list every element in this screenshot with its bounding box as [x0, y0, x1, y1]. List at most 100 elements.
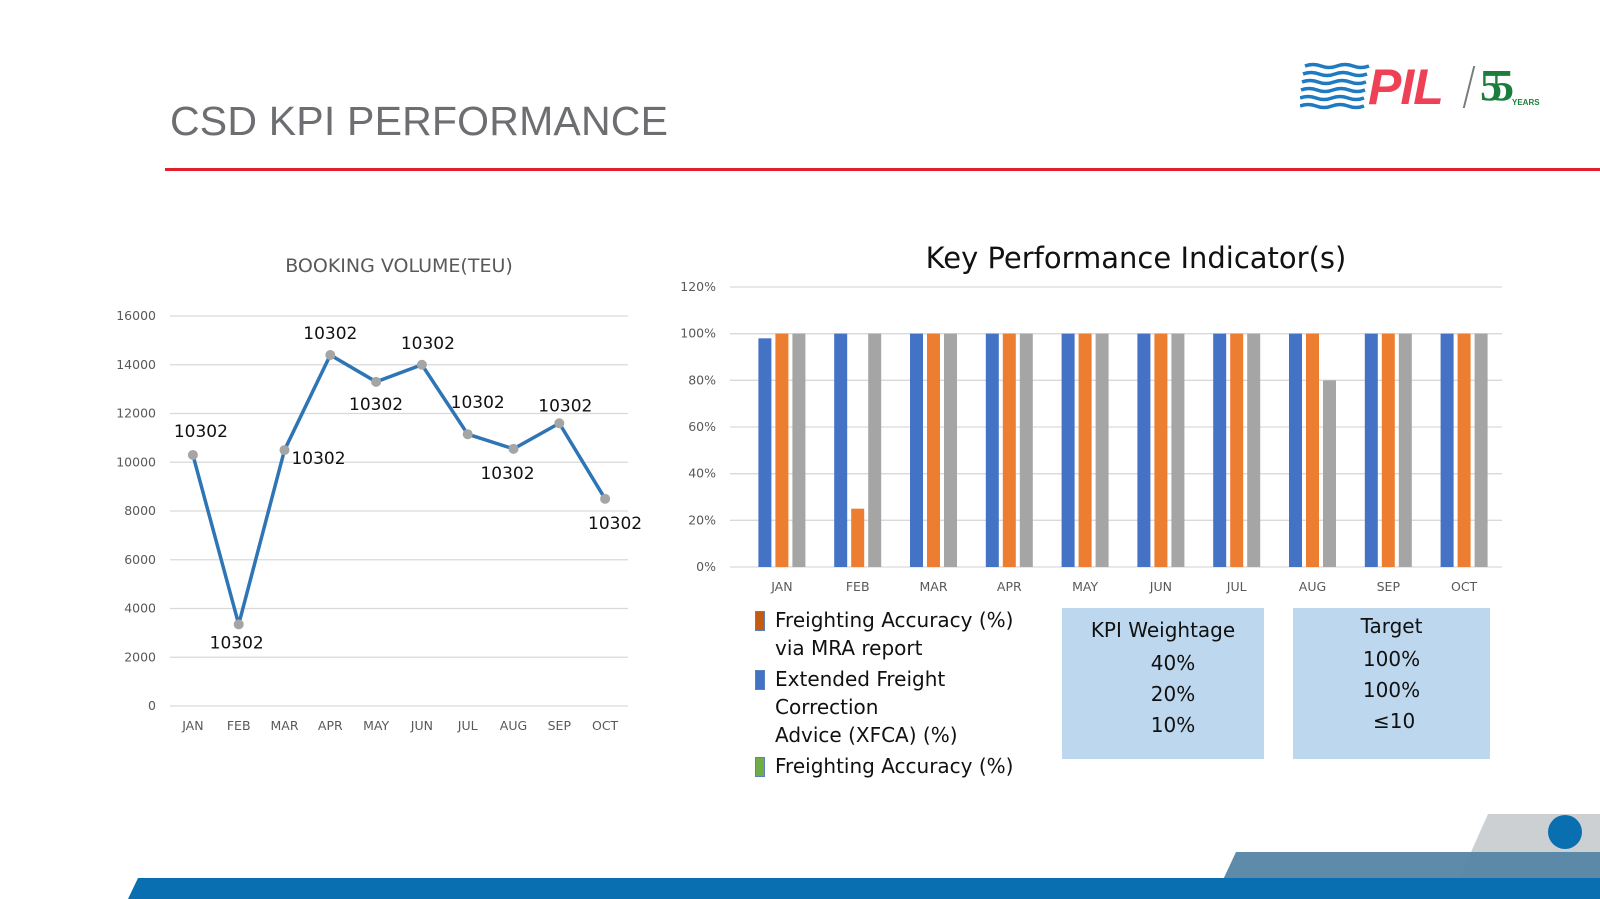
x-tick-label: JUN — [1149, 579, 1172, 594]
data-label: 10302 — [210, 633, 264, 653]
kpi-bar-chart: Key Performance Indicator(s) 0% 20% 40% 60% 8… — [680, 241, 1502, 594]
data-point — [187, 449, 198, 460]
data-label: 10302 — [451, 393, 505, 413]
target-title: Target — [1360, 614, 1423, 638]
bar — [1019, 333, 1033, 567]
anniversary-number: 55 — [1480, 61, 1514, 110]
bar — [985, 333, 999, 567]
x-tick-label: MAR — [919, 579, 947, 594]
y-tick-label: 2000 — [124, 649, 156, 664]
data-label: 10302 — [538, 396, 592, 416]
x-tick-label: APR — [997, 579, 1022, 594]
anniversary-label: YEARS — [1512, 98, 1540, 107]
data-point — [554, 418, 565, 429]
bar — [1002, 333, 1016, 567]
legend-label: Freighting Accuracy (%) — [775, 754, 1014, 778]
bar — [1213, 333, 1227, 567]
title-divider — [165, 168, 1600, 171]
bar — [944, 333, 957, 567]
x-tick-label: OCT — [592, 718, 619, 733]
chart-title: BOOKING VOLUME(TEU) — [285, 255, 513, 277]
bar — [1457, 333, 1471, 567]
bar — [758, 338, 772, 567]
bar — [851, 508, 865, 567]
data-point — [233, 619, 244, 630]
bar — [1154, 333, 1168, 567]
data-point — [508, 443, 519, 454]
legend-label: Extended Freight Correction — [775, 667, 946, 719]
data-point — [371, 376, 382, 387]
data-point — [279, 445, 290, 456]
bar — [868, 333, 882, 567]
legend-swatch-xfca — [755, 670, 765, 690]
booking-volume-chart: BOOKING VOLUME(TEU) 0 2000 4000 6000 8000 1000… — [116, 255, 642, 733]
slide-indicator-dot — [1548, 815, 1582, 849]
page-title: CSD KPI PERFORMANCE — [170, 98, 669, 144]
bar — [1440, 333, 1454, 567]
pil-logo: PIL 55 YEARS — [1299, 59, 1540, 115]
legend-label-cont: via MRA report — [775, 636, 923, 660]
legend-item: Freighting Accuracy (%) via MRA report — [755, 606, 1055, 662]
brand-name: PIL — [1368, 59, 1444, 115]
x-tick-label: APR — [318, 718, 343, 733]
x-tick-label: JAN — [181, 718, 203, 733]
legend-item: Freighting Accuracy (%) — [755, 752, 1055, 780]
target-value: 100% — [1362, 647, 1421, 671]
data-label: 10302 — [291, 449, 345, 469]
data-label: 10302 — [401, 334, 455, 354]
bar — [927, 333, 940, 567]
x-tick-label: AUG — [500, 718, 527, 733]
x-tick-label: SEP — [1377, 579, 1401, 594]
y-tick-label: 12000 — [116, 406, 156, 421]
y-tick-label: 60% — [688, 419, 716, 434]
y-tick-label: 16000 — [116, 308, 156, 323]
y-tick-label: 80% — [688, 372, 716, 387]
data-point — [600, 493, 611, 504]
bar — [1171, 333, 1185, 567]
kpi-legend: Freighting Accuracy (%) via MRA report E… — [755, 606, 1055, 783]
bar — [1230, 333, 1244, 567]
bar — [910, 333, 923, 567]
target-box: Target 100% 100% ≤10 — [1293, 608, 1490, 759]
y-tick-label: 100% — [680, 326, 716, 341]
x-tick-label: MAY — [363, 718, 389, 733]
weightage-value: 40% — [1150, 651, 1196, 675]
kpi-weightage-box: KPI Weightage 40% 20% 10% — [1062, 608, 1264, 759]
footer-decoration — [128, 814, 1600, 899]
x-tick-label: MAY — [1072, 579, 1098, 594]
bar — [1247, 333, 1261, 567]
footer-blue-bar — [128, 878, 1600, 899]
data-point — [325, 350, 336, 360]
bar — [1095, 333, 1109, 567]
bar — [1474, 333, 1488, 567]
bar — [1061, 333, 1075, 567]
y-tick-label: 20% — [688, 512, 716, 527]
y-tick-label: 10000 — [116, 454, 156, 469]
legend-label-cont: Advice (XFCA) (%) — [775, 723, 958, 747]
x-tick-label: MAR — [270, 718, 298, 733]
x-tick-label: FEB — [846, 579, 870, 594]
bar — [834, 333, 848, 567]
target-value: 100% — [1362, 678, 1421, 702]
data-label: 10302 — [588, 514, 642, 534]
x-tick-label: SEP — [548, 718, 572, 733]
weightage-value: 20% — [1150, 682, 1196, 706]
x-tick-label: OCT — [1451, 579, 1478, 594]
y-tick-label: 4000 — [124, 601, 156, 616]
bar — [1398, 333, 1412, 567]
y-tick-label: 0% — [696, 559, 716, 574]
y-tick-label: 8000 — [124, 503, 156, 518]
bar — [1078, 333, 1092, 567]
bar — [1137, 333, 1151, 567]
series-line — [191, 353, 607, 627]
legend-label: Freighting Accuracy (%) — [775, 608, 1014, 632]
data-label: 10302 — [174, 422, 228, 442]
wave-icon — [1299, 62, 1370, 110]
y-tick-label: 6000 — [124, 552, 156, 567]
data-point — [462, 429, 473, 440]
x-tick-label: JAN — [770, 579, 792, 594]
data-point — [416, 359, 427, 370]
x-tick-label: JUL — [1226, 579, 1247, 594]
weightage-title: KPI Weightage — [1090, 618, 1236, 642]
data-label: 10302 — [349, 395, 403, 415]
